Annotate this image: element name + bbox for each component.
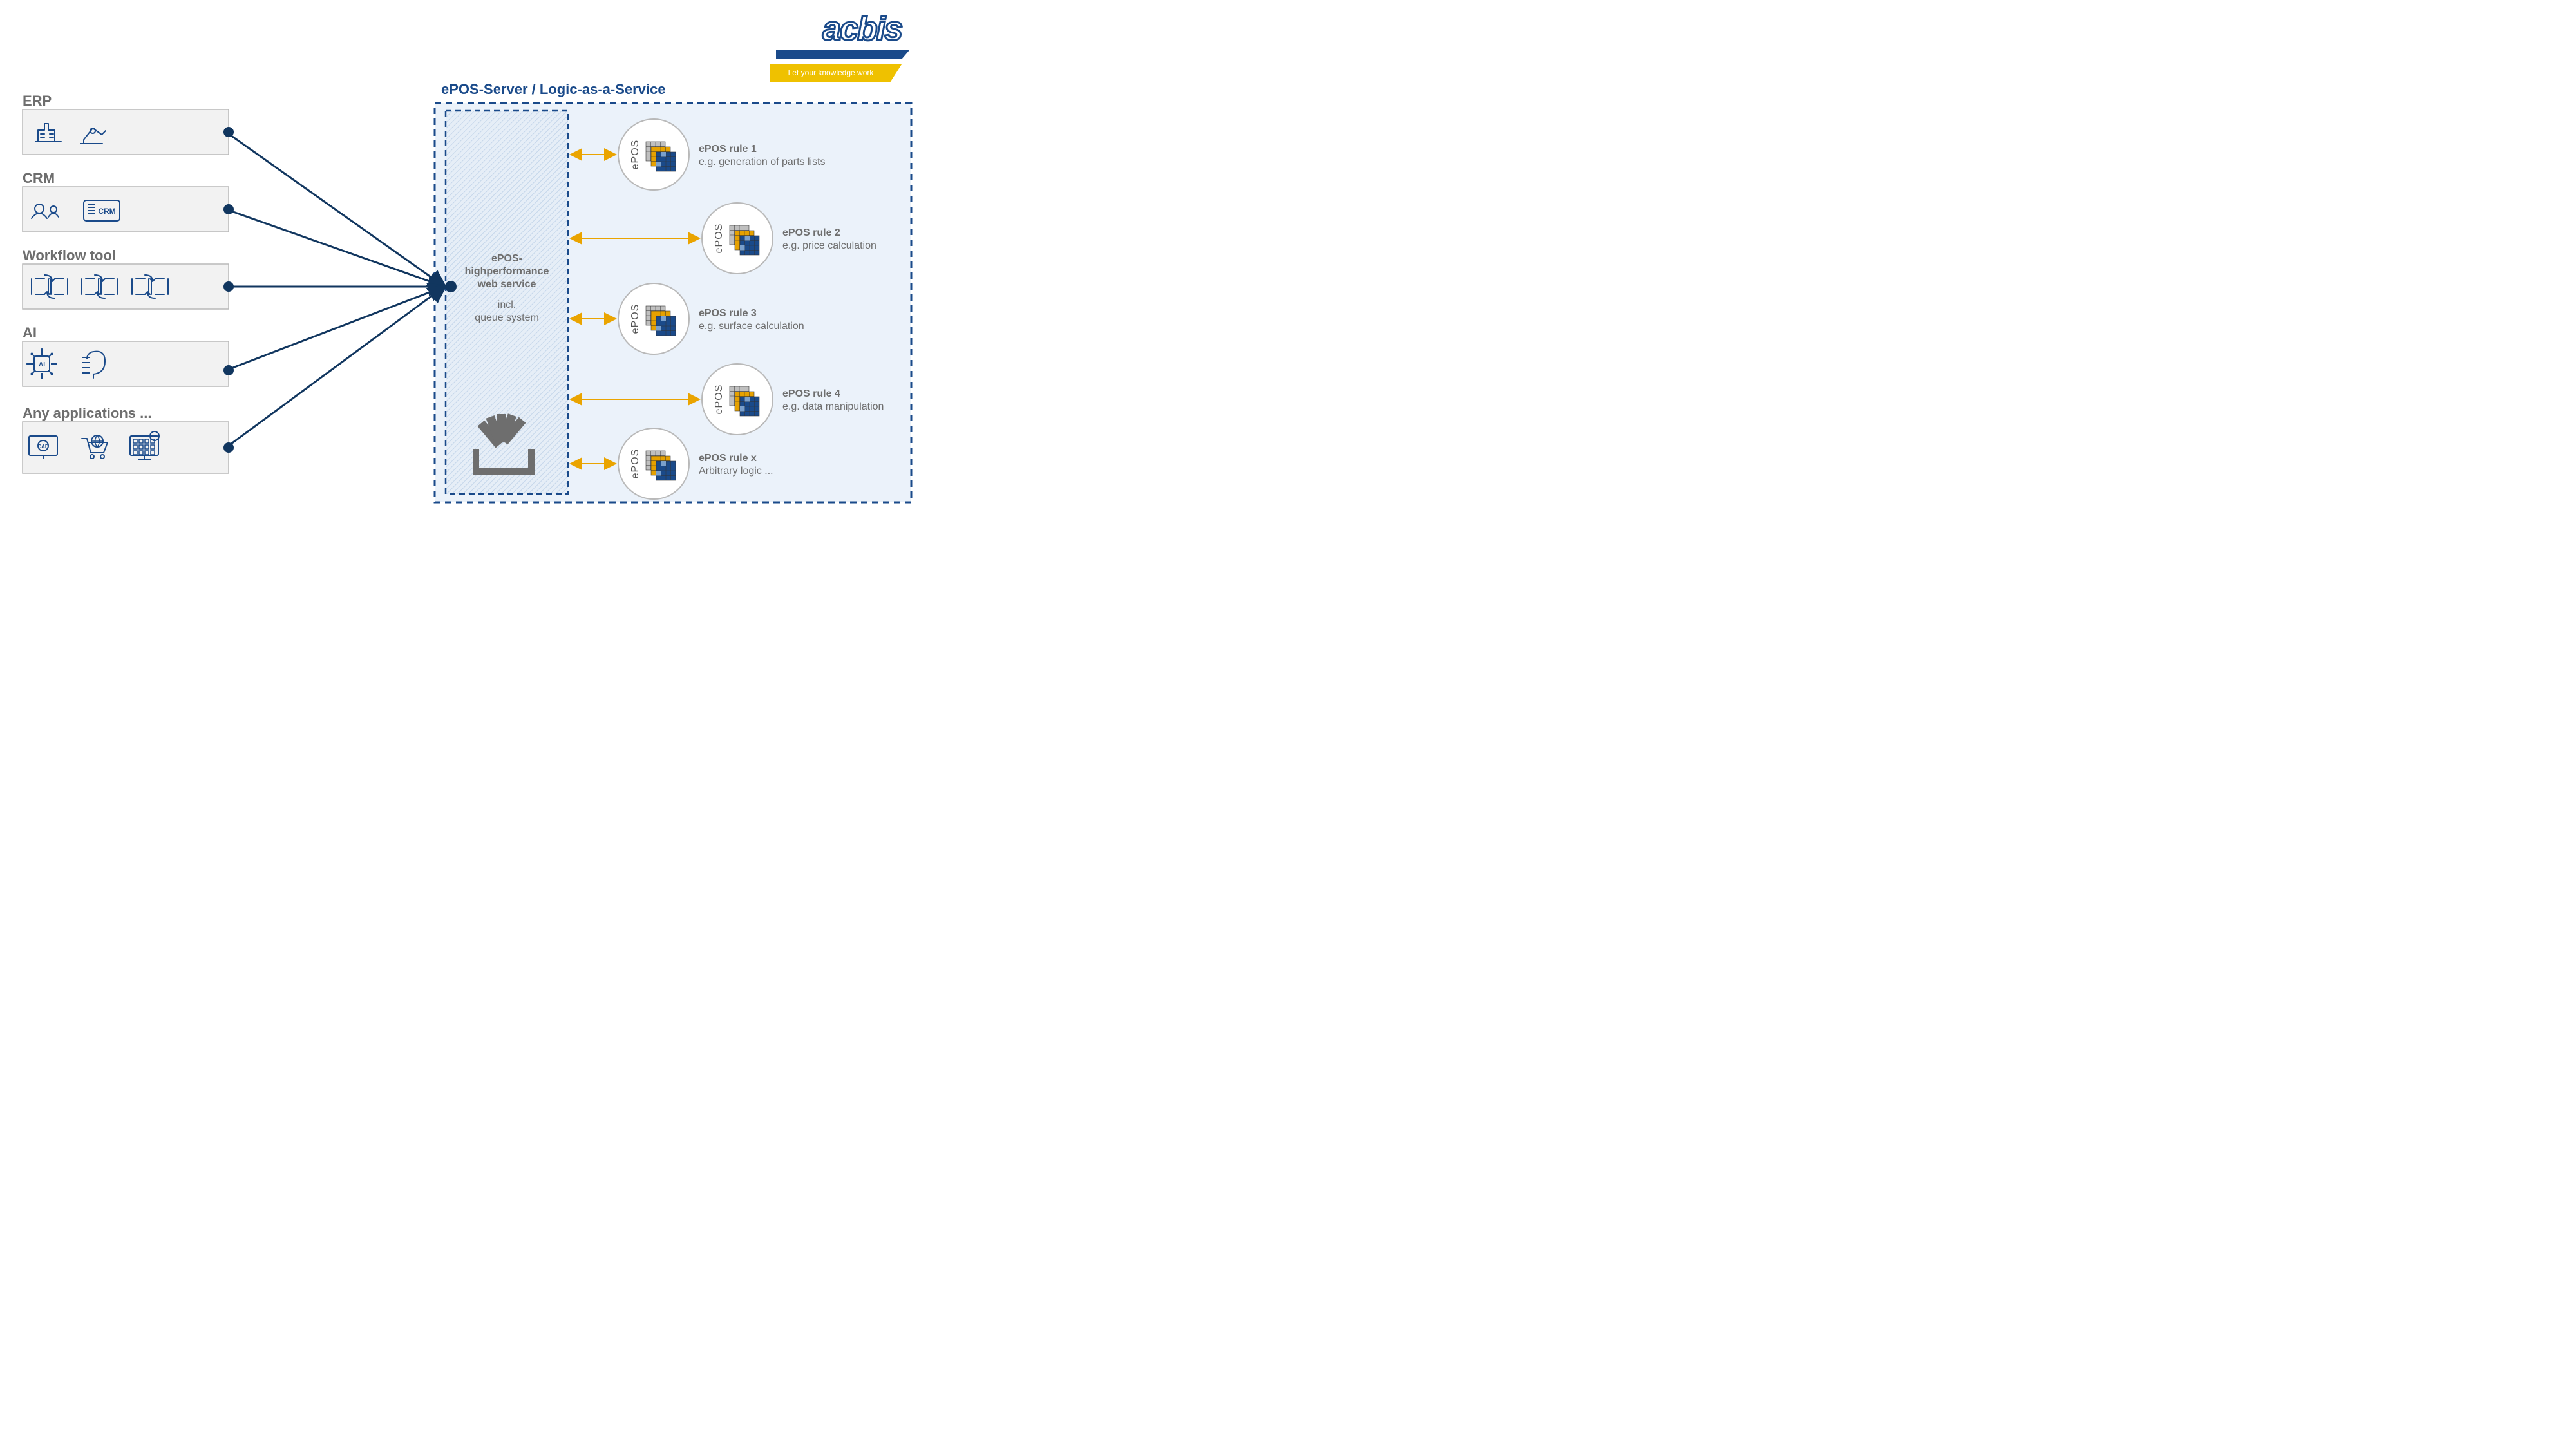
svg-text:web service: web service bbox=[477, 279, 536, 290]
source-box: Any applications ... CAD bbox=[23, 405, 234, 473]
rule-subtitle: e.g. generation of parts lists bbox=[699, 156, 826, 167]
svg-text:ePOS: ePOS bbox=[630, 449, 641, 479]
source-icon: CAD bbox=[29, 431, 159, 459]
source-label: Workflow tool bbox=[23, 247, 116, 263]
svg-text:ePOS: ePOS bbox=[630, 304, 641, 334]
source-label: Any applications ... bbox=[23, 405, 151, 421]
svg-text:incl.: incl. bbox=[498, 299, 516, 310]
source-label: CRM bbox=[23, 170, 55, 186]
svg-text:CRM: CRM bbox=[98, 207, 115, 216]
svg-text:AI: AI bbox=[39, 361, 45, 368]
logo: acbis Let your knowledge work bbox=[770, 10, 909, 82]
svg-text:queue system: queue system bbox=[475, 312, 539, 323]
source-box: CRM CRM bbox=[23, 170, 234, 232]
svg-text:highperformance: highperformance bbox=[465, 266, 549, 277]
rule-subtitle: Arbitrary logic ... bbox=[699, 466, 773, 477]
rule-title: ePOS rule 1 bbox=[699, 144, 757, 155]
svg-text:ePOS-: ePOS- bbox=[491, 253, 522, 264]
rule-title: ePOS rule 3 bbox=[699, 308, 757, 319]
rule-subtitle: e.g. price calculation bbox=[782, 240, 876, 251]
source-box: ERP bbox=[23, 93, 234, 155]
svg-text:Let your knowledge work: Let your knowledge work bbox=[788, 68, 875, 77]
svg-text:acbis: acbis bbox=[822, 10, 902, 48]
rule-subtitle: e.g. surface calculation bbox=[699, 321, 804, 332]
server-title: ePOS-Server / Logic-as-a-Service bbox=[441, 81, 666, 97]
svg-text:ePOS: ePOS bbox=[630, 140, 641, 170]
svg-text:CAD: CAD bbox=[37, 444, 49, 450]
hub-node bbox=[445, 281, 457, 292]
rule-title: ePOS rule x bbox=[699, 453, 757, 464]
rule-title: ePOS rule 4 bbox=[782, 388, 840, 399]
source-box: Workflow tool bbox=[23, 247, 234, 309]
svg-text:ePOS: ePOS bbox=[714, 384, 724, 415]
rule-subtitle: e.g. data manipulation bbox=[782, 401, 884, 412]
svg-text:ePOS: ePOS bbox=[714, 223, 724, 254]
connectors bbox=[226, 132, 444, 448]
rule-title: ePOS rule 2 bbox=[782, 227, 840, 238]
source-label: ERP bbox=[23, 93, 52, 109]
source-box: AI AI bbox=[23, 325, 234, 386]
source-label: AI bbox=[23, 325, 37, 341]
